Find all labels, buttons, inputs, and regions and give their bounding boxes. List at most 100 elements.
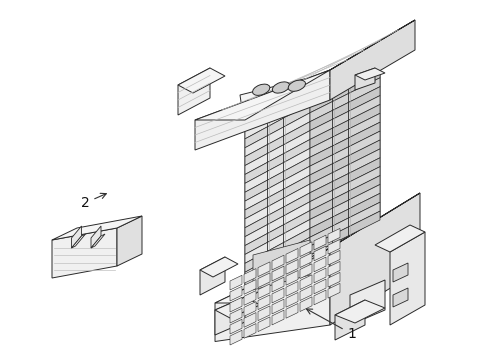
Polygon shape [244, 302, 256, 316]
Polygon shape [244, 104, 309, 148]
Polygon shape [299, 275, 311, 289]
Polygon shape [240, 60, 379, 130]
Polygon shape [244, 291, 256, 305]
Polygon shape [313, 268, 325, 283]
Polygon shape [271, 299, 284, 314]
Polygon shape [244, 122, 309, 166]
Polygon shape [271, 266, 284, 281]
Polygon shape [258, 273, 269, 288]
Polygon shape [389, 232, 424, 325]
Polygon shape [91, 226, 101, 248]
Polygon shape [215, 297, 244, 335]
Polygon shape [229, 330, 242, 345]
Polygon shape [244, 95, 309, 290]
Polygon shape [313, 279, 325, 294]
Polygon shape [309, 167, 379, 211]
Polygon shape [229, 297, 242, 312]
Polygon shape [309, 60, 379, 104]
Polygon shape [258, 284, 269, 298]
Text: 1: 1 [306, 309, 356, 341]
Polygon shape [271, 255, 284, 270]
Polygon shape [309, 211, 379, 255]
Polygon shape [52, 216, 142, 240]
Polygon shape [299, 253, 311, 267]
Polygon shape [285, 292, 297, 307]
Polygon shape [258, 317, 269, 332]
Polygon shape [309, 140, 379, 184]
Polygon shape [244, 175, 309, 219]
Polygon shape [313, 246, 325, 261]
Polygon shape [299, 297, 311, 311]
Polygon shape [229, 319, 242, 334]
Polygon shape [309, 176, 379, 220]
Polygon shape [244, 237, 309, 281]
Polygon shape [309, 104, 379, 148]
Polygon shape [309, 95, 379, 139]
Polygon shape [244, 184, 309, 228]
Polygon shape [229, 286, 242, 301]
Polygon shape [329, 193, 419, 325]
Ellipse shape [287, 80, 305, 91]
Polygon shape [271, 310, 284, 325]
Polygon shape [195, 20, 414, 120]
Polygon shape [215, 193, 419, 303]
Text: 2: 2 [81, 193, 106, 210]
Polygon shape [327, 228, 339, 243]
Polygon shape [244, 211, 309, 255]
Polygon shape [200, 257, 238, 277]
Polygon shape [309, 193, 379, 237]
Polygon shape [374, 225, 424, 252]
Polygon shape [349, 280, 384, 325]
Polygon shape [178, 68, 224, 93]
Polygon shape [244, 166, 309, 210]
Polygon shape [244, 220, 309, 263]
Polygon shape [309, 78, 379, 122]
Polygon shape [313, 290, 325, 305]
Polygon shape [309, 202, 379, 246]
Polygon shape [327, 283, 339, 298]
Polygon shape [52, 228, 117, 278]
Polygon shape [244, 228, 309, 272]
Polygon shape [244, 157, 309, 201]
Polygon shape [178, 68, 209, 115]
Polygon shape [258, 295, 269, 310]
Polygon shape [244, 280, 256, 294]
Polygon shape [392, 288, 407, 307]
Polygon shape [309, 69, 379, 113]
Polygon shape [229, 308, 242, 323]
Polygon shape [299, 264, 311, 279]
Polygon shape [329, 20, 414, 100]
Polygon shape [285, 260, 297, 274]
Polygon shape [215, 248, 329, 342]
Polygon shape [271, 277, 284, 292]
Polygon shape [313, 235, 325, 250]
Polygon shape [285, 303, 297, 318]
Polygon shape [285, 248, 297, 263]
Polygon shape [309, 113, 379, 157]
Polygon shape [91, 234, 105, 248]
Polygon shape [71, 234, 85, 248]
Polygon shape [327, 239, 339, 254]
Polygon shape [354, 68, 384, 80]
Polygon shape [299, 242, 311, 257]
Polygon shape [309, 122, 379, 166]
Polygon shape [354, 68, 374, 90]
Polygon shape [244, 139, 309, 183]
Polygon shape [244, 131, 309, 175]
Polygon shape [244, 312, 256, 327]
Polygon shape [71, 226, 81, 248]
Polygon shape [271, 288, 284, 303]
Polygon shape [244, 113, 309, 157]
Polygon shape [313, 257, 325, 272]
Polygon shape [285, 282, 297, 296]
Polygon shape [327, 273, 339, 287]
Polygon shape [195, 70, 329, 150]
Polygon shape [309, 87, 379, 131]
Polygon shape [215, 297, 260, 318]
Ellipse shape [272, 82, 289, 93]
Polygon shape [244, 246, 309, 290]
Polygon shape [244, 148, 309, 192]
Polygon shape [252, 240, 309, 290]
Polygon shape [200, 257, 224, 295]
Polygon shape [244, 202, 309, 246]
